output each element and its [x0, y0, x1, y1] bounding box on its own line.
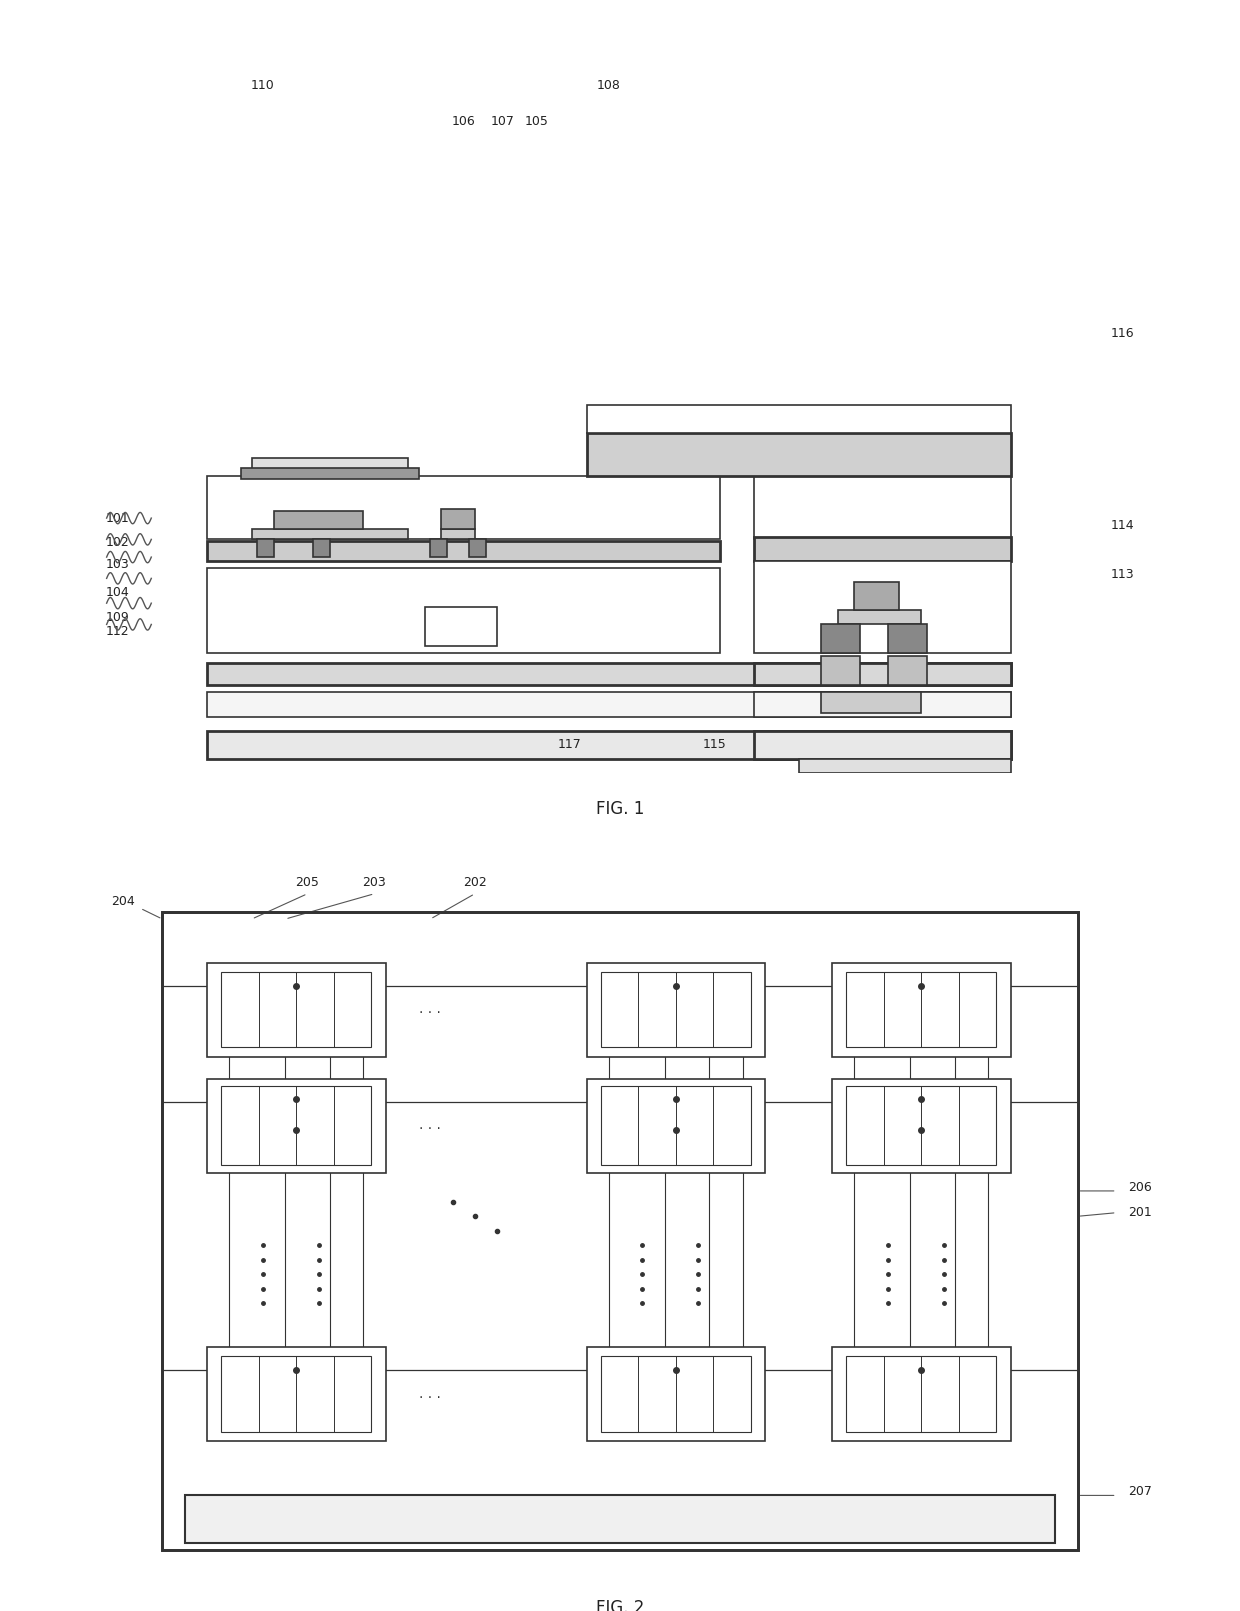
Bar [799, 759, 1011, 773]
Bar [587, 1079, 765, 1173]
Bar [252, 528, 408, 540]
Bar [847, 1086, 996, 1165]
Text: 115: 115 [703, 738, 727, 751]
Text: 112: 112 [105, 625, 129, 638]
Bar [754, 561, 1011, 652]
Bar [754, 691, 1011, 717]
Text: 202: 202 [463, 876, 487, 889]
Bar [274, 511, 363, 528]
Text: 117: 117 [558, 738, 582, 751]
Text: 205: 205 [295, 876, 320, 889]
Bar [222, 1086, 371, 1165]
Bar [754, 731, 1011, 759]
Bar [601, 1086, 750, 1165]
Bar [847, 1356, 996, 1432]
Bar [587, 404, 1011, 433]
Bar [207, 731, 1011, 759]
Text: 201: 201 [1128, 1207, 1152, 1220]
Bar [222, 971, 371, 1047]
Bar [587, 433, 1011, 475]
Text: 203: 203 [362, 876, 387, 889]
Bar [888, 656, 928, 685]
Bar [587, 1347, 765, 1440]
Bar [754, 664, 1011, 685]
Bar [207, 541, 720, 561]
Bar [754, 475, 1011, 540]
Bar [207, 962, 386, 1057]
Bar [162, 912, 1078, 1550]
Bar [424, 607, 497, 646]
Bar [601, 1356, 750, 1432]
Bar [222, 1356, 371, 1432]
Bar [888, 625, 928, 652]
Bar [837, 611, 921, 625]
Bar [821, 625, 861, 652]
Text: 206: 206 [1128, 1181, 1152, 1194]
Bar [207, 691, 1011, 717]
Text: 105: 105 [525, 114, 548, 127]
Text: 107: 107 [491, 114, 515, 127]
Bar [847, 971, 996, 1047]
Text: 102: 102 [105, 536, 129, 549]
Text: 109: 109 [105, 611, 129, 623]
Bar [207, 1347, 386, 1440]
Bar [601, 971, 750, 1047]
Bar [207, 1079, 386, 1173]
Text: 106: 106 [451, 114, 476, 127]
Text: 110: 110 [250, 79, 275, 92]
Text: · · ·: · · · [419, 1007, 441, 1020]
Text: · · ·: · · · [419, 1390, 441, 1405]
Bar [257, 540, 274, 557]
Text: 114: 114 [1111, 519, 1135, 532]
Bar [469, 540, 486, 557]
Bar [241, 469, 419, 478]
Text: 101: 101 [105, 512, 129, 525]
Bar [821, 691, 921, 714]
Text: 207: 207 [1128, 1485, 1152, 1498]
Bar [832, 1079, 1011, 1173]
Bar [587, 962, 765, 1057]
Text: 116: 116 [1111, 327, 1135, 340]
Text: 113: 113 [1111, 569, 1135, 582]
Bar [821, 656, 861, 685]
Bar [832, 1347, 1011, 1440]
Text: FIG. 2: FIG. 2 [595, 1598, 645, 1611]
Text: 204: 204 [112, 894, 135, 907]
Bar [754, 536, 1011, 561]
Bar [441, 528, 475, 540]
Bar [207, 475, 720, 540]
Bar [207, 664, 1011, 685]
Text: FIG. 1: FIG. 1 [595, 799, 645, 818]
Text: 103: 103 [105, 557, 129, 570]
Bar [162, 912, 1078, 1550]
Text: 108: 108 [596, 79, 621, 92]
Bar [207, 567, 720, 652]
Bar [312, 540, 330, 557]
Bar [185, 1495, 1055, 1543]
Bar [441, 509, 475, 528]
Bar [832, 962, 1011, 1057]
Bar [430, 540, 448, 557]
Text: · · ·: · · · [419, 1123, 441, 1136]
Text: 104: 104 [105, 586, 129, 599]
Bar [252, 458, 408, 475]
Bar [854, 582, 899, 611]
